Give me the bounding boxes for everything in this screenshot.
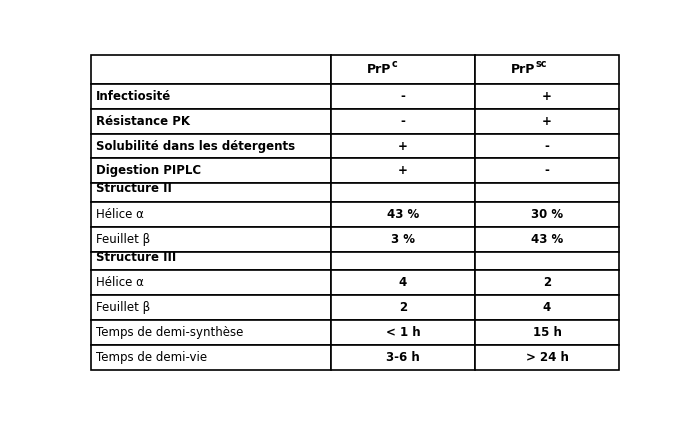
Text: Temps de demi-vie: Temps de demi-vie	[95, 351, 207, 364]
Bar	[475, 56, 619, 84]
Bar	[91, 295, 331, 320]
Text: Hélice α: Hélice α	[95, 208, 144, 221]
Bar	[91, 270, 331, 295]
Bar	[91, 183, 331, 202]
Bar	[331, 84, 475, 109]
Text: Feuillet β: Feuillet β	[95, 301, 150, 314]
Text: Hélice α: Hélice α	[95, 276, 144, 289]
Bar	[475, 202, 619, 227]
Text: +: +	[542, 115, 552, 128]
Bar	[475, 84, 619, 109]
Text: 2: 2	[543, 276, 551, 289]
Text: > 24 h: > 24 h	[526, 351, 568, 364]
Bar	[91, 202, 331, 227]
Text: Résistance PK: Résistance PK	[95, 115, 190, 128]
Bar	[331, 158, 475, 183]
Bar	[331, 320, 475, 345]
Bar	[331, 227, 475, 252]
Text: PrP: PrP	[367, 63, 391, 76]
Bar	[475, 183, 619, 202]
Bar	[331, 56, 475, 84]
Text: +: +	[398, 139, 408, 152]
Text: -: -	[400, 115, 405, 128]
Text: PrP: PrP	[511, 63, 535, 76]
Bar	[475, 109, 619, 133]
Text: 3 %: 3 %	[391, 233, 415, 246]
Bar	[91, 133, 331, 158]
Bar	[475, 158, 619, 183]
Text: -: -	[400, 90, 405, 103]
Text: sc: sc	[536, 59, 548, 69]
Bar	[475, 345, 619, 370]
Text: Infectiosité: Infectiosité	[95, 90, 171, 103]
Text: +: +	[542, 90, 552, 103]
Bar	[91, 252, 331, 270]
Bar	[475, 227, 619, 252]
Text: +: +	[398, 164, 408, 177]
Text: Solubilité dans les détergents: Solubilité dans les détergents	[95, 139, 295, 152]
Bar	[331, 345, 475, 370]
Text: 15 h: 15 h	[533, 326, 561, 339]
Bar	[331, 183, 475, 202]
Text: 3-6 h: 3-6 h	[386, 351, 420, 364]
Bar	[91, 158, 331, 183]
Text: c: c	[391, 59, 398, 69]
Bar	[91, 227, 331, 252]
Bar	[331, 270, 475, 295]
Text: Structure II: Structure II	[95, 182, 172, 195]
Bar	[475, 252, 619, 270]
Bar	[331, 295, 475, 320]
Text: 4: 4	[399, 276, 407, 289]
Bar	[475, 295, 619, 320]
Text: Digestion PIPLC: Digestion PIPLC	[95, 164, 201, 177]
Text: 4: 4	[543, 301, 551, 314]
Bar	[91, 84, 331, 109]
Bar	[331, 133, 475, 158]
Bar	[91, 109, 331, 133]
Text: -: -	[544, 164, 550, 177]
Bar	[331, 109, 475, 133]
Bar	[475, 270, 619, 295]
Bar	[331, 202, 475, 227]
Text: 43 %: 43 %	[531, 233, 563, 246]
Bar	[91, 320, 331, 345]
Bar	[91, 56, 331, 84]
Bar	[475, 133, 619, 158]
Bar	[91, 345, 331, 370]
Text: 30 %: 30 %	[531, 208, 563, 221]
Text: 2: 2	[399, 301, 407, 314]
Text: Structure III: Structure III	[95, 251, 176, 264]
Bar	[331, 252, 475, 270]
Text: Temps de demi-synthèse: Temps de demi-synthèse	[95, 326, 243, 339]
Bar	[475, 320, 619, 345]
Text: -: -	[544, 139, 550, 152]
Text: 43 %: 43 %	[387, 208, 419, 221]
Text: < 1 h: < 1 h	[385, 326, 420, 339]
Text: Feuillet β: Feuillet β	[95, 233, 150, 246]
